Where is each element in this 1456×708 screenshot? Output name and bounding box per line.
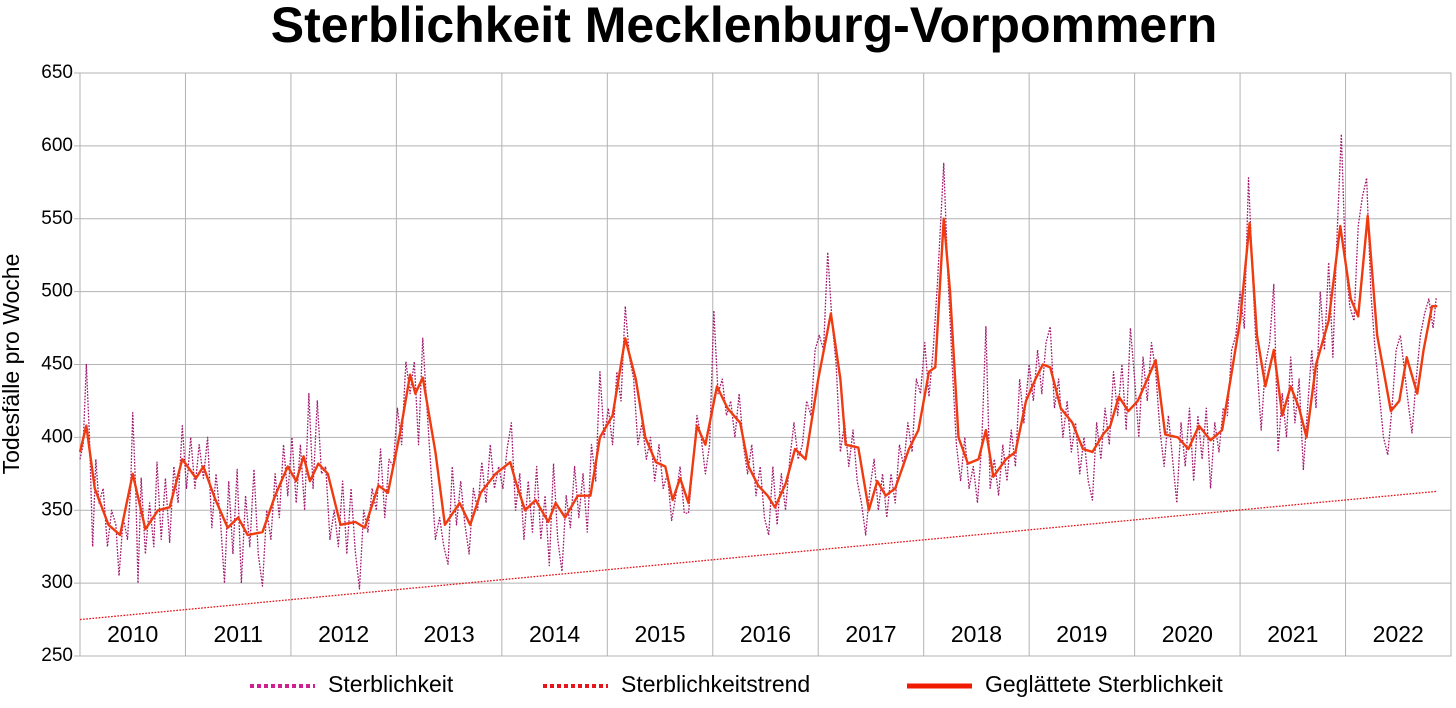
y-tick-label: 500 — [41, 281, 73, 302]
x-tick-label: 2022 — [1373, 621, 1424, 647]
x-tick-label: 2014 — [529, 621, 580, 647]
y-tick-label: 300 — [41, 572, 73, 593]
data-line — [79, 133, 1437, 590]
y-tick-label: 450 — [41, 354, 73, 375]
x-tick-label: 2020 — [1162, 621, 1213, 647]
y-tick-label: 350 — [41, 499, 73, 520]
data-line — [79, 490, 1438, 621]
y-axis-label: Todesfälle pro Woche — [0, 254, 24, 475]
y-tick-label: 250 — [41, 645, 73, 666]
chart-title: Sterblichkeit Mecklenburg-Vorpommern — [271, 0, 1217, 53]
x-tick-label: 2010 — [107, 621, 158, 647]
x-tick-label: 2011 — [213, 621, 262, 647]
legend-label: Geglättete Sterblichkeit — [985, 671, 1223, 697]
x-tick-label: 2019 — [1056, 621, 1107, 647]
x-tick-label: 2017 — [845, 621, 896, 647]
x-tick-label: 2016 — [740, 621, 791, 647]
y-tick-label: 400 — [41, 426, 73, 447]
x-tick-label: 2021 — [1267, 621, 1318, 647]
data-line — [78, 214, 1438, 537]
y-tick-label: 600 — [41, 135, 73, 156]
x-tick-label: 2013 — [424, 621, 475, 647]
legend-label: Sterblichkeit — [328, 671, 454, 697]
x-tick-label: 2012 — [318, 621, 369, 647]
x-tick-label: 2018 — [951, 621, 1002, 647]
y-tick-label: 550 — [41, 208, 73, 229]
legend-label: Sterblichkeitstrend — [621, 671, 810, 697]
y-tick-label: 650 — [41, 62, 73, 83]
x-tick-label: 2015 — [634, 621, 685, 647]
plot-border — [79, 72, 1452, 657]
